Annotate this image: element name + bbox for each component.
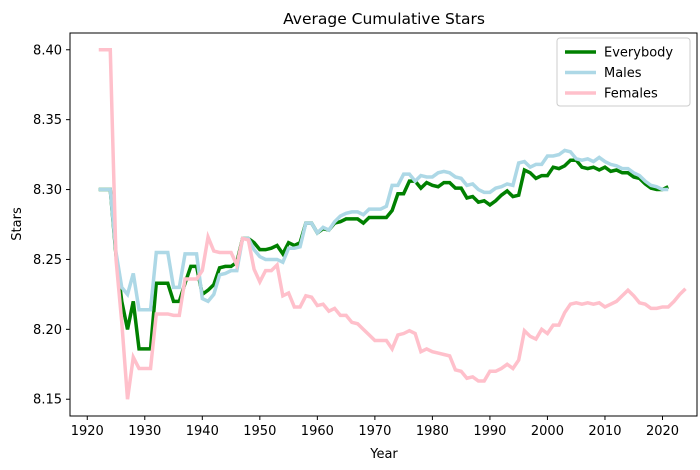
x-tick-label: 1940	[186, 424, 219, 439]
x-axis-label: Year	[369, 447, 398, 462]
y-tick-label: 8.30	[33, 183, 62, 198]
x-tick-label: 2010	[588, 424, 621, 439]
x-tick-label: 1990	[473, 424, 506, 439]
y-tick-label: 8.25	[33, 253, 62, 268]
x-tick-label: 1930	[128, 424, 161, 439]
series-lines	[98, 48, 687, 400]
legend-label-females: Females	[604, 87, 658, 102]
y-tick-label: 8.20	[33, 323, 62, 338]
y-tick-label: 8.40	[33, 43, 62, 58]
x-tick-label: 1960	[301, 424, 334, 439]
plot-frame	[69, 32, 698, 417]
x-tick-label: 1920	[71, 424, 104, 439]
chart-title: Average Cumulative Stars	[283, 10, 485, 28]
x-tick-label: 2000	[531, 424, 564, 439]
series-line-everybody	[98, 158, 670, 351]
x-axis-ticks: 1920 1930 1940 1950 1960 1970 1980 1990 2000 2010…	[71, 416, 679, 439]
x-tick-label: 1980	[416, 424, 449, 439]
x-tick-label: 1970	[358, 424, 391, 439]
x-tick-label: 2020	[646, 424, 679, 439]
legend-box	[556, 37, 691, 107]
legend-label-males: Males	[604, 66, 642, 81]
y-tick-label: 8.35	[33, 113, 62, 128]
x-tick-label: 1950	[243, 424, 276, 439]
legend-label-everybody: Everybody	[604, 46, 673, 61]
series-line-males	[98, 148, 669, 312]
y-axis-ticks: 8.15 8.20 8.25 8.30 8.35 8.40	[33, 43, 70, 408]
y-axis-label: Stars	[10, 207, 25, 241]
legend: Everybody Males Females	[556, 37, 691, 107]
y-tick-label: 8.15	[33, 393, 62, 408]
series-line-females	[98, 48, 687, 400]
